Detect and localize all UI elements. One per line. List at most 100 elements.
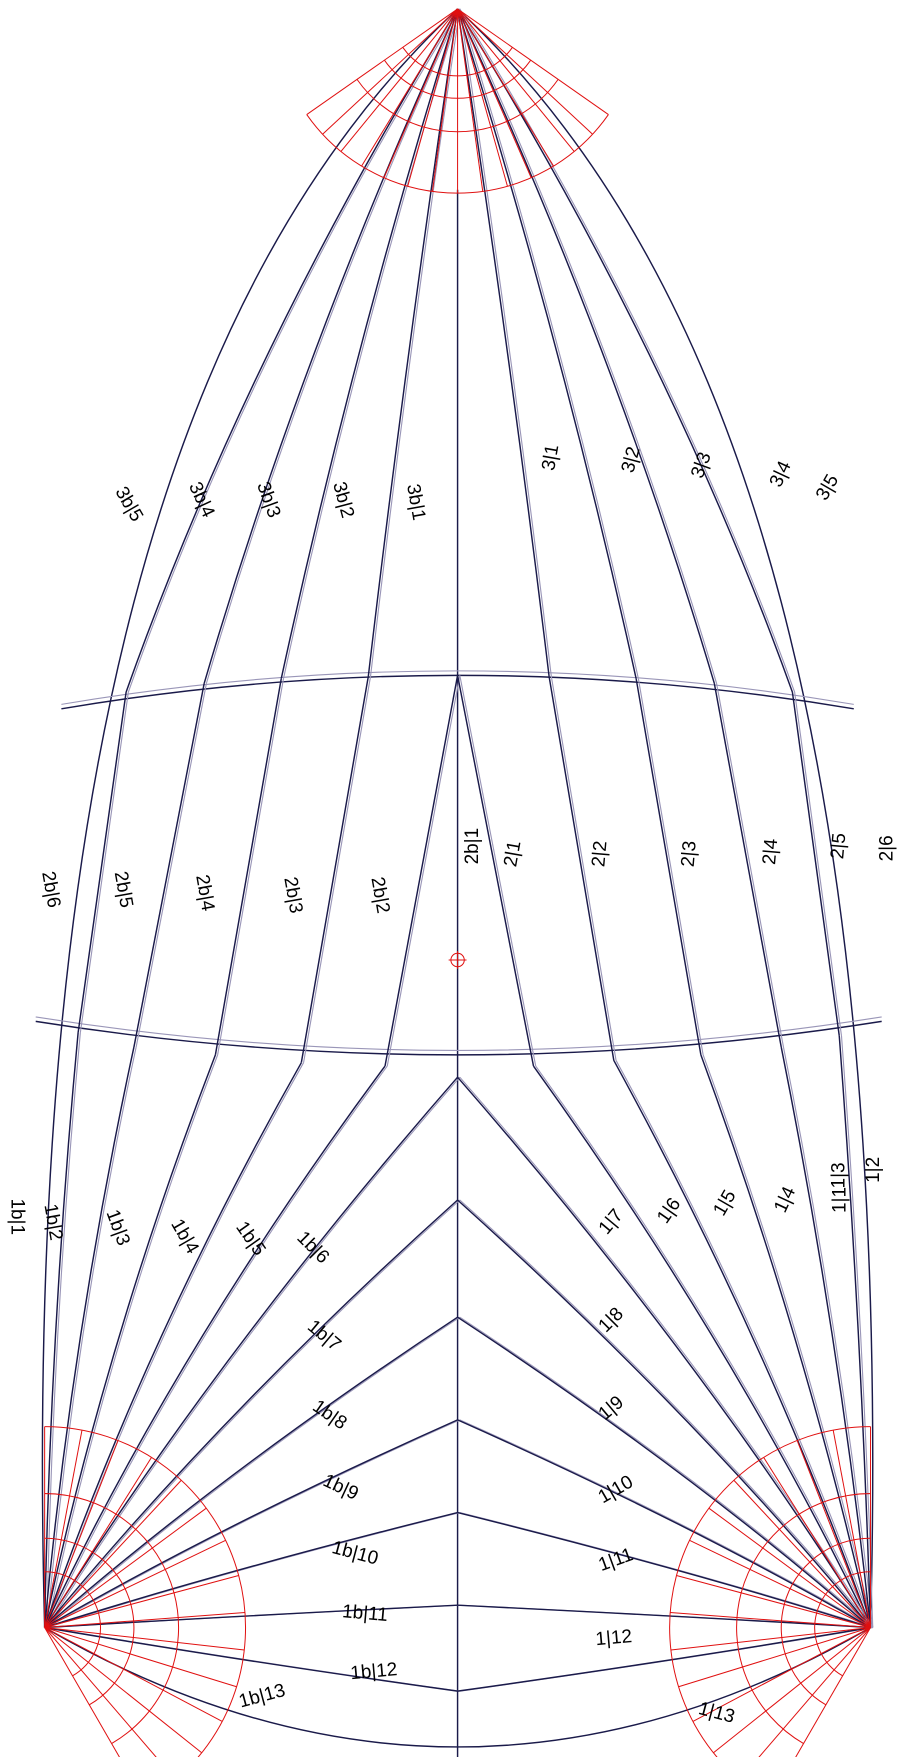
reinforcement: [739, 1628, 870, 1757]
panel-label: 1b|12: [349, 1659, 398, 1684]
panel-label: 3|4: [766, 458, 796, 490]
panel-seam: [304, 676, 371, 1062]
panel-seam: [45, 1063, 302, 1628]
sail-layout: 3b|13b|23b|33b|43b|53|13|23|33|43|52b|12…: [0, 0, 904, 1757]
panel-label: 2|1: [500, 839, 525, 868]
panel-label: 1b|8: [309, 1396, 351, 1434]
panel-seam: [458, 1317, 871, 1627]
panel-seam: [45, 1420, 458, 1628]
panel-label: 3b|5: [111, 483, 147, 525]
panel-seam: [80, 692, 128, 1032]
panel-label: 3b|2: [328, 480, 358, 521]
panel-label: 1b|10: [330, 1537, 381, 1569]
panel-label: 1|4: [770, 1184, 800, 1216]
reinforcement: [713, 1628, 870, 1753]
panel-label: 3|3: [687, 449, 716, 481]
panel-seam: [714, 683, 781, 1047]
reinforcement: [45, 1628, 245, 1650]
panel-label: 1|8: [595, 1304, 628, 1337]
reinforcement: [45, 1480, 182, 1627]
panel-label: 1b|3: [102, 1207, 134, 1249]
panel-label: 1b|7: [303, 1316, 345, 1356]
panel-label: 3|2: [618, 444, 645, 475]
reinforcement: [45, 1628, 202, 1753]
panel-label: 3|5: [812, 471, 843, 504]
reinforcement: [45, 1628, 145, 1757]
panel-label: 1|3: [828, 1162, 849, 1188]
panel-seam: [551, 676, 616, 1060]
sail-geometry: [36, 9, 882, 1757]
panel-seam: [458, 675, 534, 1066]
panel-label: 2|2: [588, 840, 611, 868]
reinforcement: [770, 1628, 870, 1757]
panel-seam: [458, 1628, 871, 1692]
panel-seam: [387, 675, 460, 1066]
panel-label: 1b|9: [320, 1470, 362, 1504]
panel-label: 1|1: [829, 1187, 850, 1213]
panel-label: 1|9: [595, 1392, 628, 1425]
panel-seam: [136, 683, 206, 1047]
panel-seam: [614, 1060, 871, 1627]
panel-seam: [206, 9, 459, 683]
panel-seam: [792, 692, 839, 1036]
panel-seam: [215, 679, 281, 1055]
panel-seam: [458, 1420, 871, 1628]
panel-label: 2b|6: [37, 870, 64, 910]
panel-seam: [218, 679, 284, 1055]
reinforcement: [671, 1628, 871, 1650]
panel-label: 2|3: [678, 840, 701, 868]
panel-seam: [458, 9, 637, 679]
panel-label: 3|1: [538, 443, 563, 472]
panel-seam: [458, 1077, 871, 1627]
reinforcement: [45, 1612, 245, 1627]
panel-seam: [283, 9, 459, 679]
panel-seam: [717, 683, 784, 1047]
panel-label: 3b|1: [402, 482, 429, 522]
panel-label: 2b|4: [191, 873, 218, 913]
panel-label: 2b|5: [110, 870, 137, 910]
reinforcement: [45, 1508, 207, 1627]
panel-seam: [301, 676, 368, 1062]
reinforcement: [362, 9, 458, 166]
reinforcement: [670, 1612, 870, 1627]
panel-label: 1|5: [709, 1187, 740, 1220]
reinforcement: [45, 1628, 176, 1757]
panel-seam: [460, 675, 536, 1066]
panel-seam: [47, 1317, 460, 1627]
panel-seam: [549, 676, 614, 1060]
panel-seam: [47, 1628, 460, 1692]
panel-seam: [385, 675, 458, 1066]
panel-label: 1|12: [595, 1626, 633, 1650]
page: {"head_panels":{"port":["3b|1","3b|2","3…: [0, 0, 904, 1757]
panel-label: 1|2: [863, 1157, 884, 1183]
panel-seam: [204, 9, 457, 683]
panel-label: 1|13: [696, 1698, 737, 1728]
panel-seam: [47, 1077, 460, 1627]
panel-label: 2|4: [759, 838, 782, 866]
panel-label: 2b|1: [462, 828, 483, 865]
panel-label: 1b|13: [237, 1680, 288, 1712]
panel-seam: [134, 683, 204, 1047]
panel-seam: [281, 9, 457, 679]
panel-seam: [458, 9, 715, 683]
panel-label: 1b|11: [341, 1601, 388, 1626]
panel-seam: [45, 1317, 458, 1627]
panel-seam: [536, 1066, 873, 1627]
panel-label: 1b|2: [39, 1202, 66, 1242]
panel-seam: [460, 9, 717, 683]
panel-seam: [126, 9, 457, 692]
panel-seam: [460, 9, 639, 679]
panel-seam: [460, 1513, 873, 1628]
panel-seam: [460, 9, 795, 692]
panel-seam: [533, 1066, 870, 1627]
panel-label: 2b|3: [279, 875, 306, 915]
panel-seam: [47, 1055, 218, 1628]
panel-label: 2|5: [827, 832, 850, 860]
panel-label: 1b|1: [7, 1198, 28, 1235]
panel-label: 1|7: [595, 1205, 628, 1238]
panel-seam: [47, 1047, 136, 1627]
reinforcement: [323, 9, 458, 134]
panel-label: 1b|5: [231, 1218, 269, 1260]
panel-label: 1|10: [595, 1472, 637, 1508]
reinforcement: [458, 9, 593, 134]
